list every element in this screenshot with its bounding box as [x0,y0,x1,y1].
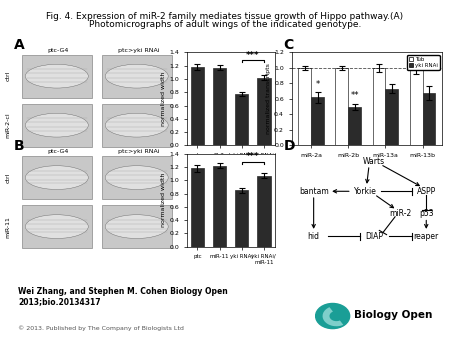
Bar [213,166,226,247]
Text: Wei Zhang, and Stephen M. Cohen Biology Open: Wei Zhang, and Stephen M. Cohen Biology … [18,287,228,296]
Bar [235,190,248,247]
Ellipse shape [105,215,168,238]
Legend: Tub, yki RNAi: Tub, yki RNAi [407,55,440,70]
Text: D: D [284,139,295,153]
Text: reaper: reaper [414,232,439,241]
Text: **: ** [351,91,359,100]
Text: miR-2: miR-2 [389,209,411,218]
Ellipse shape [105,113,168,137]
Y-axis label: normalized transcripts: normalized transcripts [266,64,271,134]
Text: DIAP: DIAP [365,232,383,241]
Bar [386,89,398,145]
Y-axis label: normalized width: normalized width [162,173,166,227]
Bar [235,94,248,145]
Y-axis label: normalized width: normalized width [162,72,166,126]
Text: ptc>yki RNAi: ptc>yki RNAi [117,149,159,154]
Text: C: C [284,38,294,52]
Ellipse shape [25,113,88,137]
Text: © 2013. Published by The Company of Biologists Ltd: © 2013. Published by The Company of Biol… [18,325,184,331]
Text: miR-2-cl: miR-2-cl [5,112,10,138]
Bar [257,176,270,247]
Bar [257,78,270,145]
Text: Yorkie: Yorkie [354,187,377,196]
Bar [191,67,204,145]
Text: ptc-G4: ptc-G4 [48,149,69,154]
Text: Warts: Warts [363,157,385,166]
Text: ptc-G4: ptc-G4 [48,48,69,53]
Text: bantam: bantam [299,187,328,196]
Text: A: A [14,38,24,52]
Bar [298,68,311,145]
Text: ctrl: ctrl [5,71,10,81]
Ellipse shape [25,215,88,238]
Text: 2013;bio.20134317: 2013;bio.20134317 [18,297,101,306]
Text: ptc>yki RNAi: ptc>yki RNAi [117,48,159,53]
Ellipse shape [25,64,88,88]
Circle shape [315,304,350,329]
Bar [311,97,324,145]
Bar [410,68,423,145]
Ellipse shape [105,166,168,189]
Ellipse shape [105,64,168,88]
Text: ***: *** [246,51,260,60]
Text: ***: *** [246,152,260,161]
Text: hid: hid [308,232,320,241]
Bar [191,168,204,247]
Bar [373,68,386,145]
Text: Biology Open: Biology Open [354,310,432,320]
Bar [336,68,348,145]
Text: *: * [316,80,320,89]
Ellipse shape [25,166,88,189]
Text: ctrl: ctrl [5,172,10,183]
Text: Photomicrographs of adult wings of the indicated genotype.: Photomicrographs of adult wings of the i… [89,20,361,29]
Bar [213,68,226,145]
Text: p53: p53 [419,209,433,218]
Bar [423,93,436,145]
Text: B: B [14,139,24,153]
Text: miR-11: miR-11 [5,216,10,238]
Wedge shape [323,307,343,326]
Bar [348,106,361,145]
Text: ASPP: ASPP [417,187,436,196]
Text: Fig. 4. Expression of miR-2 family mediates tissue growth of Hippo pathway.(A): Fig. 4. Expression of miR-2 family media… [46,12,404,21]
